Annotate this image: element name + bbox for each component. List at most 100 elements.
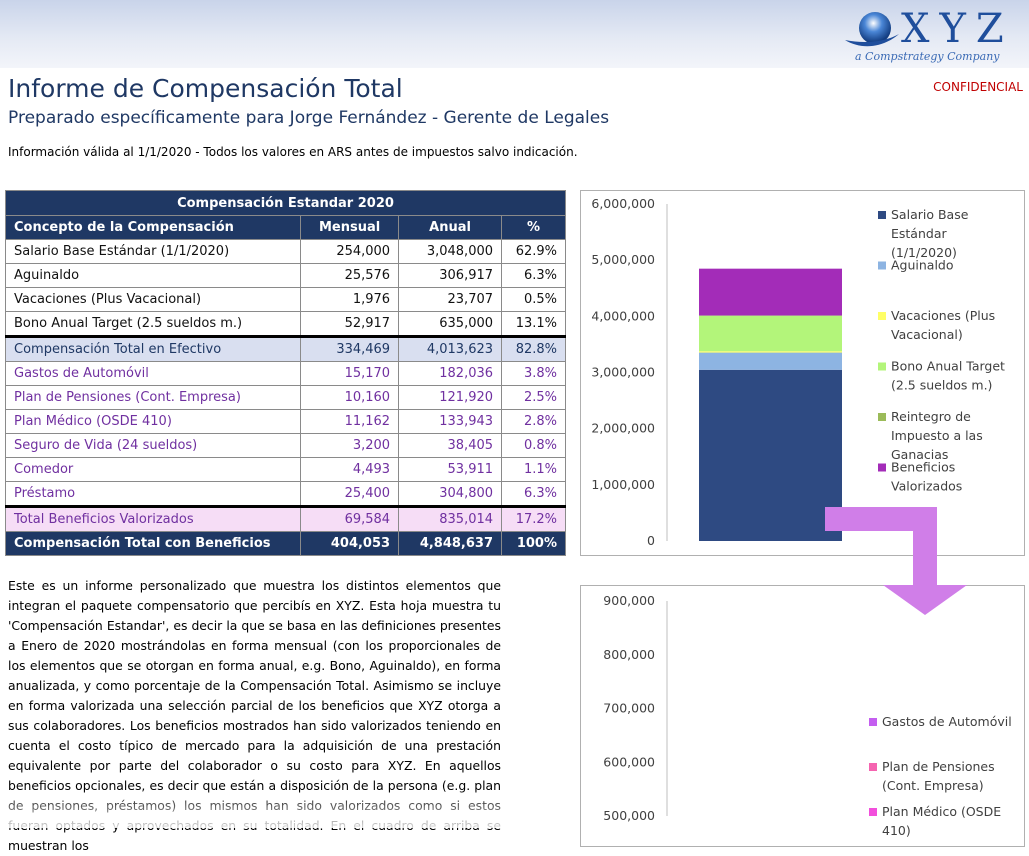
percent-value: 6.3% bbox=[501, 481, 566, 507]
legend-label: Vacacional) bbox=[891, 327, 963, 342]
row-label: Plan Médico (OSDE 410) bbox=[4, 409, 302, 434]
header-banner: XYZ a Compstrategy Company bbox=[0, 0, 1029, 68]
y-tick-label: 700,000 bbox=[603, 701, 655, 716]
bar-segment bbox=[699, 315, 842, 352]
legend-label: Plan Médico (OSDE bbox=[882, 804, 1001, 819]
company-logo: XYZ a Compstrategy Company bbox=[843, 6, 1023, 66]
table-row: Préstamo 25,400 304,800 6.3% bbox=[4, 481, 566, 507]
percent-value: 13.1% bbox=[501, 311, 566, 337]
monthly-value: 25,400 bbox=[300, 481, 400, 507]
legend-label: (1/1/2020) bbox=[891, 245, 957, 260]
percent-value: 1.1% bbox=[501, 457, 566, 482]
table-row: Bono Anual Target (2.5 sueldos m.) 52,917… bbox=[4, 311, 566, 337]
monthly-value: 1,976 bbox=[300, 287, 400, 312]
percent-value: 3.8% bbox=[501, 361, 566, 386]
legend-swatch bbox=[878, 413, 886, 421]
page-title: Informe de Compensación Total bbox=[8, 74, 403, 103]
y-tick-label: 3,000,000 bbox=[591, 365, 655, 380]
percent-value: 100% bbox=[501, 531, 566, 556]
y-tick-label: 800,000 bbox=[603, 647, 655, 662]
row-label: Total Beneficios Valorizados bbox=[4, 505, 302, 532]
table-row: Aguinaldo 25,576 306,917 6.3% bbox=[4, 263, 566, 288]
annual-value: 4,848,637 bbox=[398, 531, 503, 556]
legend-label: (2.5 sueldos m.) bbox=[891, 378, 992, 393]
benefits-stacked-chart: 500,000 600,000 700,000 800,000 900,000 Gasto… bbox=[580, 585, 1025, 847]
bar-segment bbox=[699, 351, 842, 353]
legend-label: (Cont. Empresa) bbox=[882, 778, 984, 793]
y-tick-label: 6,000,000 bbox=[591, 196, 655, 211]
logo-tagline: a Compstrategy Company bbox=[855, 50, 1000, 63]
monthly-value: 254,000 bbox=[300, 239, 400, 264]
column-header: Anual bbox=[398, 215, 503, 240]
annual-value: 4,013,623 bbox=[398, 335, 503, 362]
percent-value: 82.8% bbox=[501, 335, 566, 362]
y-tick-label: 4,000,000 bbox=[591, 308, 655, 323]
monthly-value: 3,200 bbox=[300, 433, 400, 458]
page-subtitle: Preparado específicamente para Jorge Fer… bbox=[8, 108, 610, 128]
annual-value: 38,405 bbox=[398, 433, 503, 458]
benefits-total-row: Total Beneficios Valorizados 69,584 835,01… bbox=[4, 505, 566, 532]
annual-value: 3,048,000 bbox=[398, 239, 503, 264]
legend-label: Beneficios bbox=[891, 460, 955, 475]
percent-value: 2.8% bbox=[501, 409, 566, 434]
y-tick-label: 900,000 bbox=[603, 593, 655, 608]
row-label: Compensación Total con Beneficios bbox=[4, 531, 302, 556]
row-label: Vacaciones (Plus Vacacional) bbox=[4, 287, 302, 312]
monthly-value: 4,493 bbox=[300, 457, 400, 482]
percent-value: 2.5% bbox=[501, 385, 566, 410]
annual-value: 133,943 bbox=[398, 409, 503, 434]
row-label: Aguinaldo bbox=[4, 263, 302, 288]
legend-swatch bbox=[869, 718, 877, 726]
globe-swirl-icon bbox=[845, 12, 899, 47]
y-tick-label: 0 bbox=[647, 533, 655, 548]
monthly-value: 10,160 bbox=[300, 385, 400, 410]
annual-value: 182,036 bbox=[398, 361, 503, 386]
annual-value: 121,920 bbox=[398, 385, 503, 410]
logo-wordmark: XYZ bbox=[901, 6, 1014, 52]
legend-label: Ganacias bbox=[891, 447, 948, 462]
table-row: Vacaciones (Plus Vacacional) 1,976 23,707 0… bbox=[4, 287, 566, 312]
legend-label: Valorizados bbox=[891, 479, 962, 494]
row-label: Bono Anual Target (2.5 sueldos m.) bbox=[4, 311, 302, 337]
annual-value: 635,000 bbox=[398, 311, 503, 337]
percent-value: 0.8% bbox=[501, 433, 566, 458]
monthly-value: 334,469 bbox=[300, 335, 400, 362]
percent-value: 0.5% bbox=[501, 287, 566, 312]
column-header: Concepto de la Compensación bbox=[4, 215, 302, 240]
bar-segment bbox=[699, 369, 842, 541]
row-label: Plan de Pensiones (Cont. Empresa) bbox=[4, 385, 302, 410]
row-label: Préstamo bbox=[4, 481, 302, 507]
bar-segment bbox=[699, 352, 842, 370]
legend-label: Reintegro de bbox=[891, 409, 971, 424]
y-tick-label: 600,000 bbox=[603, 754, 655, 769]
annual-value: 53,911 bbox=[398, 457, 503, 482]
legend-label: Salario Base bbox=[891, 207, 969, 222]
monthly-value: 69,584 bbox=[300, 505, 400, 532]
annual-value: 306,917 bbox=[398, 263, 503, 288]
legend-swatch bbox=[869, 808, 877, 816]
monthly-value: 25,576 bbox=[300, 263, 400, 288]
annual-value: 23,707 bbox=[398, 287, 503, 312]
legend-label: Estándar bbox=[891, 226, 947, 241]
legend-swatch bbox=[878, 463, 886, 472]
annual-value: 304,800 bbox=[398, 481, 503, 507]
table-title: Compensación Estandar 2020 bbox=[5, 190, 566, 216]
legend-label: 410) bbox=[882, 823, 911, 838]
legend-label: Bono Anual Target bbox=[891, 359, 1005, 374]
legend-label: Plan de Pensiones bbox=[882, 759, 995, 774]
y-tick-label: 2,000,000 bbox=[591, 421, 655, 436]
percent-value: 17.2% bbox=[501, 505, 566, 532]
row-label: Gastos de Automóvil bbox=[4, 361, 302, 386]
percent-value: 6.3% bbox=[501, 263, 566, 288]
legend-swatch bbox=[878, 312, 886, 320]
monthly-value: 15,170 bbox=[300, 361, 400, 386]
column-header: % bbox=[501, 215, 566, 240]
flow-arrow-icon bbox=[825, 507, 967, 615]
compensation-stacked-chart: 0 1,000,000 2,000,000 3,000,000 4,000,000 5,0… bbox=[580, 190, 1025, 556]
table-row: Salario Base Estándar (1/1/2020) 254,000 3… bbox=[4, 239, 566, 264]
monthly-value: 52,917 bbox=[300, 311, 400, 337]
row-label: Compensación Total en Efectivo bbox=[4, 335, 302, 362]
legend-label: Vacaciones (Plus bbox=[891, 308, 995, 323]
annual-value: 835,014 bbox=[398, 505, 503, 532]
table-row: Seguro de Vida (24 sueldos) 3,200 38,405 0.… bbox=[4, 433, 566, 458]
